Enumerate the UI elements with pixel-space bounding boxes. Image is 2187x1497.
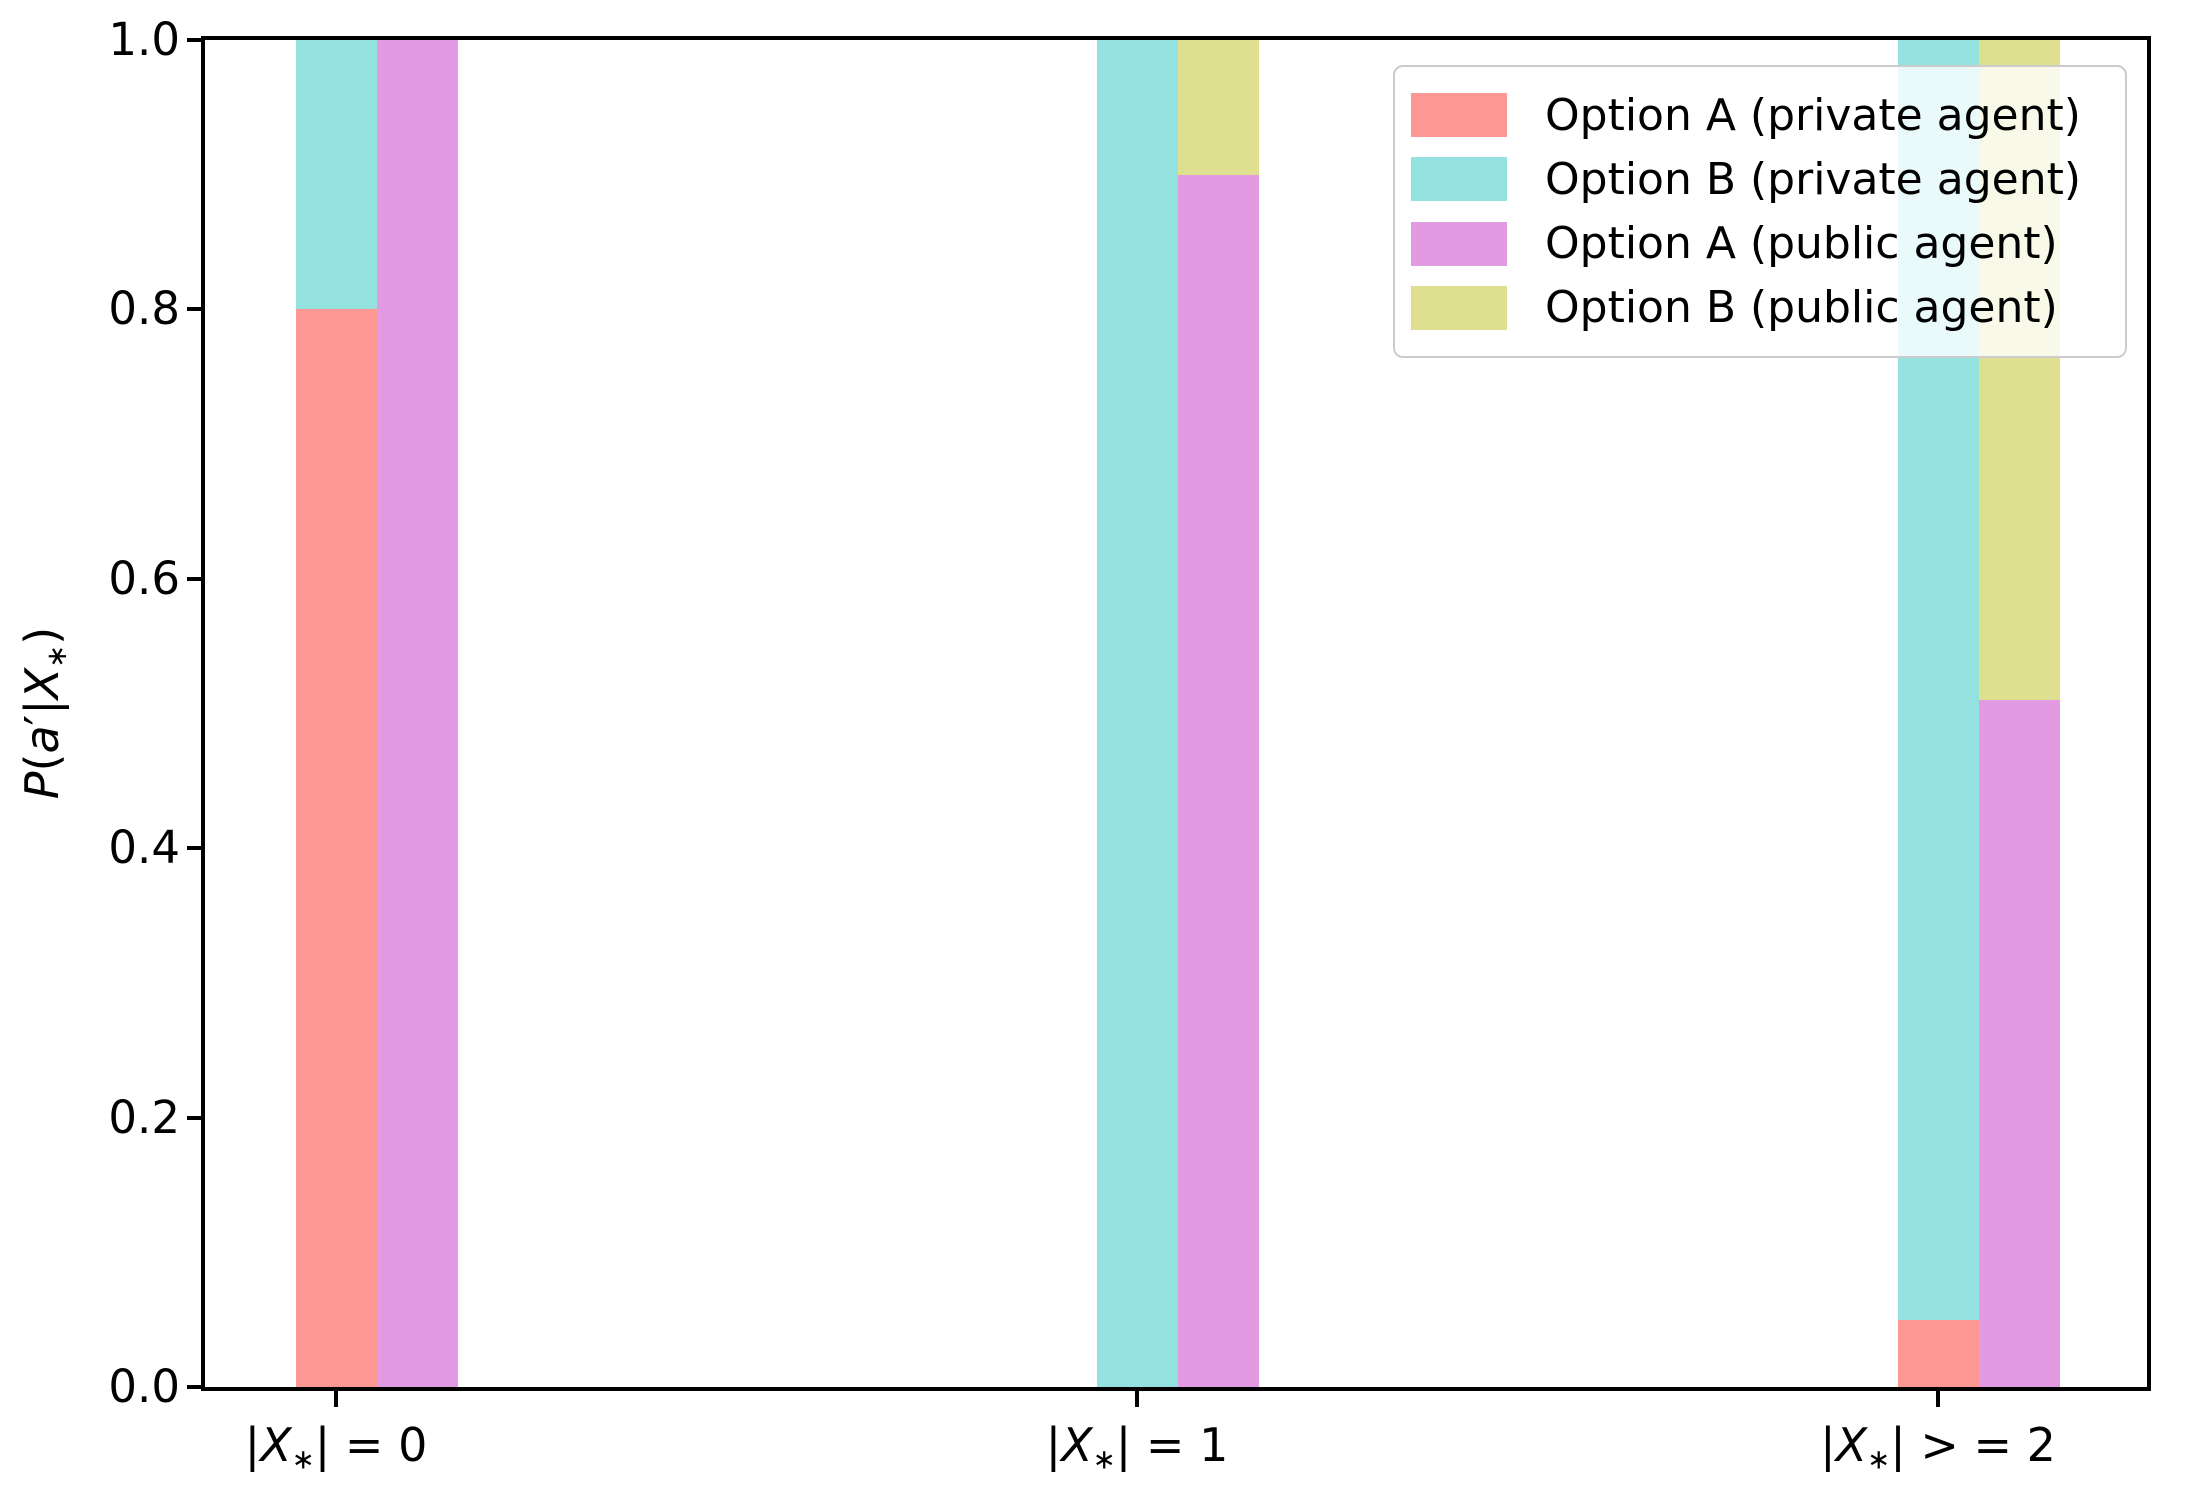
label-fragment: a — [15, 725, 70, 754]
bar-private-agent — [1096, 40, 1178, 1387]
legend-swatch-option-b-public — [1411, 285, 1507, 330]
label-fragment: ( — [15, 753, 70, 772]
legend-item-option-b-public: Option B (public agent) — [1411, 276, 2105, 340]
label-fragment: X — [1835, 1418, 1868, 1472]
label-fragment: | = 1 — [1115, 1418, 1229, 1472]
label-fragment: | — [15, 699, 70, 715]
y-tick-label: 0.4 — [108, 821, 180, 875]
x-tick-label: |X∗| = 1 — [917, 1416, 1357, 1489]
label-fragment: | = 0 — [314, 1418, 428, 1472]
bar-segment — [1177, 174, 1259, 1387]
legend-item-option-b-private: Option B (private agent) — [1411, 147, 2105, 211]
y-tick-mark — [187, 576, 205, 581]
legend-label: Option B (private agent) — [1545, 153, 2081, 205]
y-tick-label: 0.2 — [108, 1090, 180, 1144]
y-tick-mark — [187, 846, 205, 851]
x-tick-mark — [1135, 1387, 1139, 1407]
y-tick-label: 0.6 — [108, 551, 180, 605]
legend-swatch-option-a-public — [1411, 221, 1507, 266]
bar-segment — [295, 309, 377, 1387]
legend-label: Option B (public agent) — [1545, 282, 2058, 334]
x-tick-mark — [334, 1387, 338, 1407]
y-tick-mark — [187, 38, 205, 42]
bar-segment — [1897, 1319, 1979, 1387]
legend-swatch-option-b-private — [1411, 157, 1507, 202]
label-fragment: | > = 2 — [1890, 1418, 2056, 1472]
legend-label: Option A (private agent) — [1545, 89, 2081, 141]
label-fragment: X — [15, 667, 70, 700]
label-fragment: P — [15, 771, 70, 800]
legend: Option A (private agent) Option B (priva… — [1393, 65, 2127, 358]
legend-item-option-a-private: Option A (private agent) — [1411, 83, 2105, 147]
x-tick-label: |X∗| = 0 — [116, 1416, 556, 1489]
y-tick-label: 0.8 — [108, 282, 180, 336]
y-axis-label: P(a′|X∗) — [15, 627, 73, 799]
label-fragment: | — [1045, 1418, 1062, 1472]
x-tick-mark — [1936, 1387, 1940, 1407]
y-tick-mark — [187, 1385, 205, 1389]
plot-area — [205, 40, 2147, 1387]
legend-label: Option A (public agent) — [1545, 218, 2058, 270]
label-fragment: ∗ — [1092, 1442, 1116, 1476]
label-fragment: ∗ — [291, 1442, 315, 1476]
y-tick-label: 0.0 — [108, 1360, 180, 1413]
y-tick-label: 1.0 — [108, 13, 180, 66]
bar-public-agent — [1177, 40, 1259, 1387]
label-fragment: ) — [15, 626, 70, 645]
bar-segment — [1096, 40, 1178, 1387]
bar-public-agent — [376, 40, 458, 1387]
bar-private-agent — [295, 40, 377, 1387]
y-tick-mark — [187, 307, 205, 312]
y-tick-mark — [187, 1115, 205, 1120]
x-tick-label: |X∗| > = 2 — [1718, 1416, 2158, 1489]
bar-segment — [1978, 700, 2060, 1387]
label-fragment: ∗ — [39, 644, 73, 668]
label-fragment: | — [244, 1418, 261, 1472]
label-fragment: X — [260, 1418, 292, 1472]
legend-swatch-option-a-private — [1411, 93, 1507, 138]
label-fragment: | — [1820, 1418, 1836, 1472]
label-fragment: ∗ — [1867, 1442, 1891, 1476]
bar-segment — [295, 40, 377, 310]
legend-item-option-a-public: Option A (public agent) — [1411, 212, 2105, 276]
label-fragment: ′ — [15, 714, 70, 726]
label-fragment: X — [1061, 1418, 1093, 1472]
bar-segment — [1177, 40, 1259, 175]
bar-segment — [376, 40, 458, 1387]
